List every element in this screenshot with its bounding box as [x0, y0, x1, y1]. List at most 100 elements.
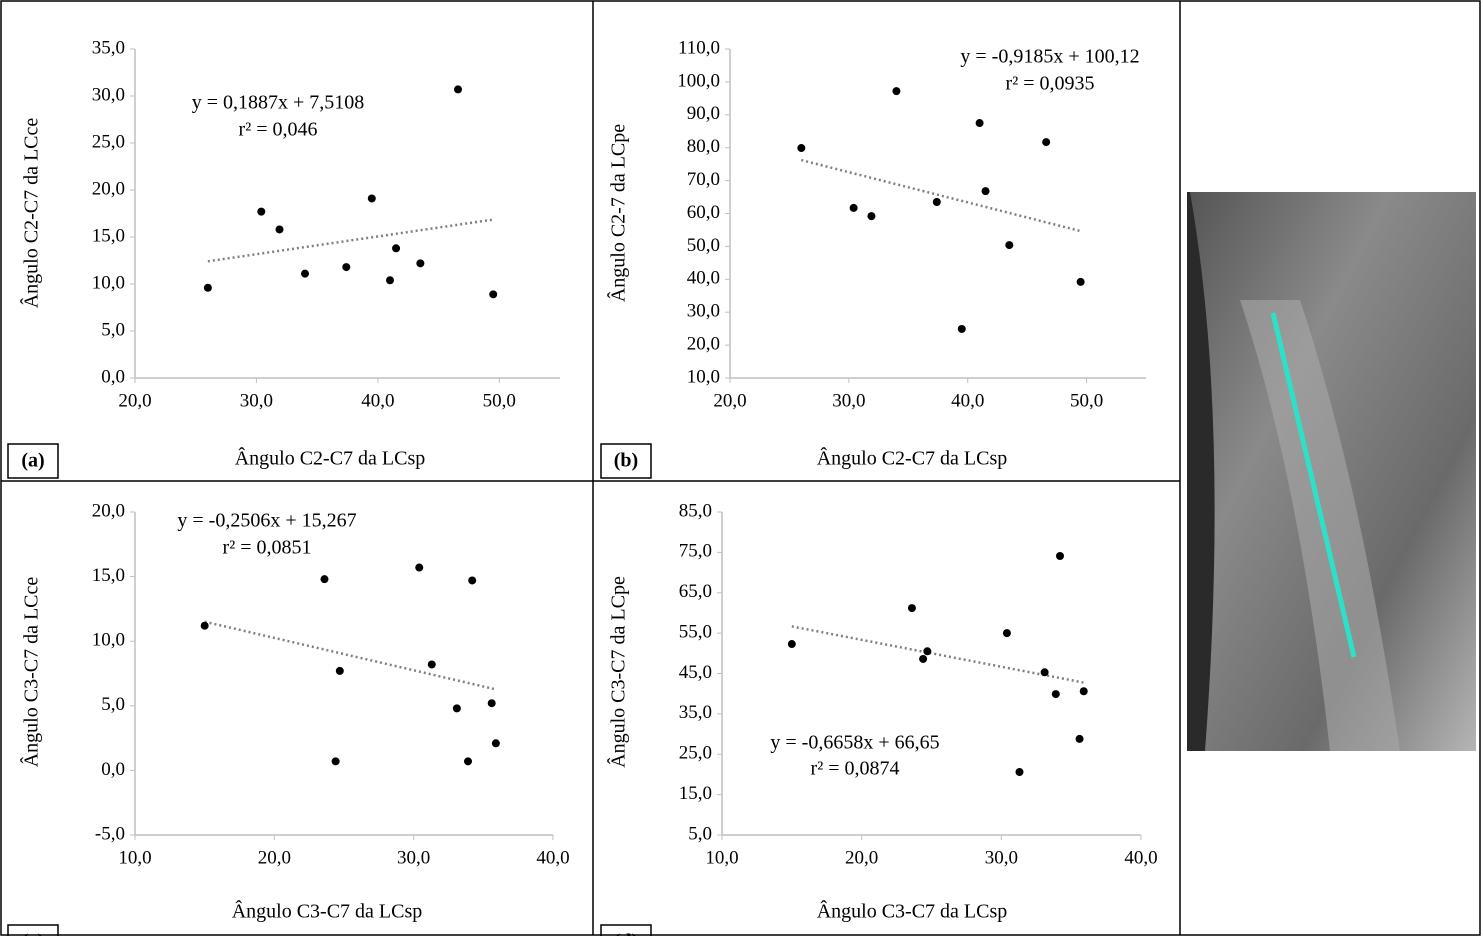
y-tick-label: 25,0 [92, 131, 125, 152]
panel-label: (c) [22, 931, 44, 936]
point [386, 276, 394, 285]
x-tick-label: 50,0 [483, 390, 516, 411]
point [200, 621, 209, 630]
y-tick-label: 15,0 [679, 783, 712, 804]
y-tick-label: 0,0 [101, 759, 125, 780]
panel-label-box [600, 924, 652, 936]
y-tick-label: 5,0 [101, 319, 125, 340]
point [981, 187, 990, 196]
r-squared: r² = 0,0935 [1006, 73, 1095, 95]
y-tick-label: 55,0 [679, 621, 712, 642]
r-squared: r² = 0,0851 [223, 537, 312, 559]
point [489, 290, 498, 299]
equation: y = 0,1887x + 7,5108 [192, 92, 365, 114]
point [797, 144, 806, 153]
y-tick-label: 110,0 [678, 37, 720, 58]
point [257, 207, 266, 216]
point [320, 575, 329, 584]
point [367, 194, 376, 203]
point [1075, 734, 1084, 743]
x-axis-label: Ângulo C3-C7 da LCsp [817, 900, 1008, 923]
y-tick-label: 30,0 [687, 301, 720, 322]
point [275, 225, 284, 234]
point [468, 576, 477, 585]
point [957, 324, 966, 333]
point [1002, 629, 1011, 638]
trendline [801, 158, 1081, 233]
x-tick-label: 50,0 [1070, 390, 1103, 411]
y-tick-label: 15,0 [92, 225, 125, 246]
y-tick-label: 60,0 [687, 202, 720, 223]
x-tick-label: 20,0 [118, 390, 151, 411]
y-tick-label: 35,0 [679, 702, 712, 723]
x-tick-label: 10,0 [118, 847, 151, 868]
x-tick-label: 10,0 [705, 847, 738, 868]
panel-label: (d) [614, 931, 638, 936]
x-tick-label: 40,0 [536, 847, 569, 868]
y-tick-label: 40,0 [687, 268, 720, 289]
y-tick-label: 0,0 [101, 366, 125, 387]
x-tick-label: 20,0 [845, 847, 878, 868]
y-tick-label: 75,0 [679, 541, 712, 562]
y-tick-label: -5,0 [95, 823, 125, 844]
y-tick-label: 90,0 [687, 103, 720, 124]
point [919, 654, 928, 663]
y-tick-label: 20,0 [687, 333, 720, 354]
y-tick-label: 5,0 [101, 694, 125, 715]
y-tick-label: 35,0 [92, 37, 125, 58]
point [331, 757, 340, 766]
point [787, 640, 796, 649]
point [203, 283, 212, 292]
panel-label-box [7, 443, 59, 479]
x-tick-label: 40,0 [1124, 847, 1157, 868]
x-tick-label: 40,0 [361, 390, 394, 411]
point [932, 197, 941, 206]
y-tick-label: 20,0 [92, 500, 125, 521]
trendline [204, 620, 497, 691]
point [342, 263, 351, 272]
trendline [207, 218, 494, 263]
point [1040, 668, 1049, 677]
point [892, 87, 901, 96]
equation: y = -0,6658x + 66,65 [770, 732, 939, 754]
x-tick-label: 30,0 [240, 390, 273, 411]
point [454, 85, 462, 94]
y-tick-label: 80,0 [687, 136, 720, 157]
y-tick-label: 100,0 [677, 70, 720, 91]
x-tick-label: 20,0 [258, 847, 291, 868]
point [392, 244, 401, 253]
x-tick-label: 30,0 [985, 847, 1018, 868]
x-tick-label: 40,0 [951, 390, 984, 411]
r-squared: r² = 0,046 [239, 119, 318, 141]
y-tick-label: 10,0 [92, 630, 125, 651]
point [491, 739, 500, 748]
point [1005, 241, 1014, 250]
x-axis-label: Ângulo C2-C7 da LCsp [235, 447, 426, 470]
y-axis-label: Ângulo C3-C7 da LCpe [607, 576, 630, 768]
point [923, 647, 932, 656]
y-axis-label: Ângulo C2-7 da LCpe [607, 124, 630, 302]
point [427, 660, 436, 669]
y-tick-label: 70,0 [687, 169, 720, 190]
y-tick-label: 5,0 [688, 823, 712, 844]
point [301, 269, 309, 278]
y-axis-label: Ângulo C2-C7 da LCce [20, 118, 43, 309]
y-tick-label: 10,0 [92, 272, 125, 293]
equation: y = -0,2506x + 15,267 [177, 510, 356, 532]
y-tick-label: 45,0 [679, 662, 712, 683]
point [867, 212, 876, 221]
equation: y = -0,9185x + 100,12 [960, 46, 1139, 68]
point [1042, 138, 1051, 147]
x-tick-label: 30,0 [832, 390, 865, 411]
point [335, 666, 344, 675]
point [1015, 768, 1024, 777]
y-axis-label: Ângulo C3-C7 da LCce [20, 577, 43, 768]
trendline [791, 625, 1084, 684]
point [415, 563, 424, 572]
xray-image [1187, 192, 1476, 751]
y-tick-label: 65,0 [679, 581, 712, 602]
x-axis-label: Ângulo C3-C7 da LCsp [232, 900, 423, 923]
point [416, 259, 425, 268]
